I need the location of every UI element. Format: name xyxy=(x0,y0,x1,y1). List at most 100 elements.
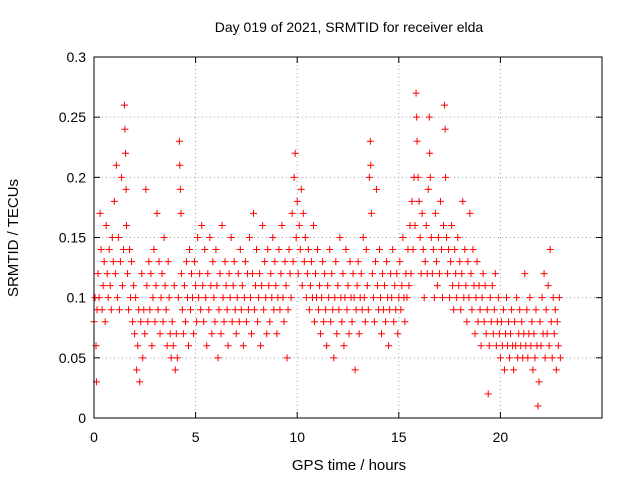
data-point xyxy=(463,318,471,326)
x-tick-label: 5 xyxy=(192,429,200,445)
data-point xyxy=(424,185,432,193)
data-point xyxy=(168,318,176,326)
data-point xyxy=(481,282,489,290)
data-point xyxy=(258,282,266,290)
data-point xyxy=(176,185,184,193)
data-point xyxy=(310,318,318,326)
data-point xyxy=(175,137,183,145)
data-point xyxy=(320,318,328,326)
data-point xyxy=(484,390,492,398)
data-point xyxy=(148,342,156,350)
data-point xyxy=(193,318,201,326)
data-point xyxy=(144,318,152,326)
data-point xyxy=(414,173,422,181)
data-point xyxy=(323,342,331,350)
data-point xyxy=(96,209,104,217)
data-point xyxy=(186,246,194,254)
data-point xyxy=(523,306,531,314)
data-point xyxy=(413,137,421,145)
data-point xyxy=(465,294,473,302)
data-point xyxy=(324,282,332,290)
data-point xyxy=(95,294,103,302)
data-point xyxy=(270,306,278,314)
data-point xyxy=(138,270,146,278)
data-point xyxy=(317,330,325,338)
data-point xyxy=(282,282,290,290)
data-point xyxy=(334,282,342,290)
data-point xyxy=(318,294,326,302)
data-point xyxy=(191,258,199,266)
data-point xyxy=(116,258,124,266)
data-point xyxy=(114,234,122,241)
data-point xyxy=(499,306,507,314)
data-point xyxy=(358,306,366,314)
data-point xyxy=(440,221,448,229)
data-point xyxy=(355,330,363,338)
data-point xyxy=(250,209,258,217)
y-tick-label: 0.2 xyxy=(67,169,87,185)
data-point xyxy=(551,306,559,314)
data-point xyxy=(333,330,341,338)
data-point xyxy=(475,282,483,290)
data-point xyxy=(425,113,433,121)
data-point xyxy=(554,342,562,350)
data-point xyxy=(176,161,184,169)
data-point xyxy=(287,294,295,302)
data-point xyxy=(438,294,446,302)
data-point xyxy=(237,306,245,314)
data-point xyxy=(360,294,368,302)
data-point xyxy=(394,330,402,338)
axis-ticks: 0 5 10 15 20 0 0.05 0.1 0.15 0.2 0.25 0.3 xyxy=(59,49,602,445)
data-point xyxy=(304,246,312,254)
data-point xyxy=(555,294,563,302)
data-point xyxy=(497,318,505,326)
data-point xyxy=(173,354,181,362)
data-point xyxy=(200,318,208,326)
data-point xyxy=(141,330,149,338)
data-point xyxy=(435,270,443,278)
data-point xyxy=(391,282,399,290)
data-point xyxy=(174,294,182,302)
data-point xyxy=(445,246,453,254)
data-point xyxy=(155,258,163,266)
data-point xyxy=(448,221,456,229)
data-point xyxy=(405,282,413,290)
data-point xyxy=(145,258,153,266)
data-point xyxy=(428,270,436,278)
data-point xyxy=(223,306,231,314)
data-point xyxy=(454,234,462,241)
x-tick-label: 20 xyxy=(493,429,509,445)
data-point xyxy=(142,185,150,193)
data-point xyxy=(165,294,173,302)
data-point xyxy=(217,330,225,338)
data-point xyxy=(196,270,204,278)
data-point xyxy=(348,318,356,326)
data-point xyxy=(315,306,323,314)
data-point xyxy=(362,246,370,254)
data-point xyxy=(220,318,228,326)
data-point xyxy=(134,342,142,350)
data-point xyxy=(418,209,426,217)
data-point xyxy=(556,354,564,362)
data-point xyxy=(279,294,287,302)
data-point xyxy=(161,282,169,290)
data-point xyxy=(236,246,244,254)
data-point xyxy=(532,306,540,314)
data-point xyxy=(480,318,488,326)
data-point xyxy=(420,294,428,302)
data-point xyxy=(538,294,546,302)
data-point xyxy=(218,221,226,229)
data-point xyxy=(199,282,207,290)
data-point xyxy=(466,209,474,217)
data-point xyxy=(305,306,313,314)
data-point xyxy=(442,173,450,181)
data-point xyxy=(550,330,558,338)
data-point xyxy=(291,149,299,157)
data-point xyxy=(215,306,223,314)
data-point xyxy=(125,306,133,314)
data-point xyxy=(105,246,113,254)
data-point xyxy=(437,246,445,254)
data-point xyxy=(146,306,154,314)
data-point xyxy=(140,306,148,314)
data-point xyxy=(508,306,516,314)
